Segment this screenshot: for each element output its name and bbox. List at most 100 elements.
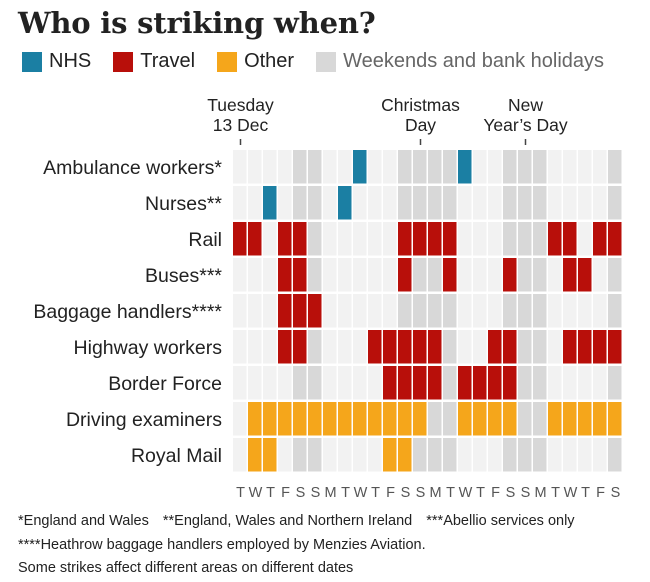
- empty-cell: [233, 186, 247, 220]
- strike-cell: [398, 438, 412, 472]
- empty-cell: [488, 438, 502, 472]
- strike-cell: [233, 222, 247, 256]
- holiday-cell: [293, 366, 307, 400]
- holiday-cell: [443, 438, 457, 472]
- strike-cell: [248, 222, 262, 256]
- strike-cell: [428, 330, 442, 364]
- holiday-cell: [308, 222, 322, 256]
- holiday-cell: [503, 150, 517, 184]
- strike-cell: [503, 402, 517, 436]
- holiday-cell: [518, 366, 532, 400]
- empty-cell: [248, 330, 262, 364]
- empty-cell: [353, 330, 367, 364]
- strike-cell: [293, 330, 307, 364]
- holiday-cell: [518, 186, 532, 220]
- empty-cell: [368, 186, 382, 220]
- empty-cell: [263, 366, 277, 400]
- legend-swatch-holidays: [316, 51, 337, 72]
- holiday-cell: [443, 294, 457, 328]
- empty-cell: [323, 186, 337, 220]
- holiday-cell: [533, 402, 547, 436]
- holiday-cell: [428, 294, 442, 328]
- strike-cell: [488, 402, 502, 436]
- holiday-cell: [503, 222, 517, 256]
- day-of-week-label: T: [371, 485, 380, 500]
- holiday-cell: [518, 438, 532, 472]
- day-of-week-label: S: [611, 485, 621, 500]
- row-label: Ambulance workers*: [43, 157, 222, 179]
- strike-cell: [608, 330, 622, 364]
- empty-cell: [593, 438, 607, 472]
- strike-cell: [563, 222, 577, 256]
- empty-cell: [578, 294, 592, 328]
- holiday-cell: [443, 366, 457, 400]
- holiday-cell: [608, 258, 622, 292]
- strike-cell: [593, 402, 607, 436]
- chart-title: Who is striking when?: [18, 6, 376, 40]
- strike-cell: [398, 258, 412, 292]
- row-label: Nurses**: [145, 193, 222, 215]
- holiday-cell: [503, 294, 517, 328]
- strike-cell: [593, 222, 607, 256]
- day-of-week-label: T: [341, 485, 350, 500]
- strike-cell: [248, 402, 262, 436]
- empty-cell: [263, 294, 277, 328]
- empty-cell: [353, 222, 367, 256]
- strike-cell: [548, 402, 562, 436]
- strike-cell: [443, 222, 457, 256]
- empty-cell: [368, 438, 382, 472]
- holiday-cell: [533, 222, 547, 256]
- empty-cell: [323, 330, 337, 364]
- empty-cell: [488, 222, 502, 256]
- holiday-cell: [518, 294, 532, 328]
- empty-cell: [563, 294, 577, 328]
- holiday-cell: [428, 258, 442, 292]
- empty-cell: [323, 222, 337, 256]
- empty-cell: [338, 294, 352, 328]
- day-of-week-label: W: [564, 485, 578, 500]
- strike-cell: [473, 366, 487, 400]
- strike-cell: [263, 186, 277, 220]
- empty-cell: [578, 186, 592, 220]
- strike-cell: [503, 330, 517, 364]
- strike-cell: [473, 402, 487, 436]
- empty-cell: [263, 258, 277, 292]
- empty-cell: [383, 258, 397, 292]
- day-of-week-label: S: [521, 485, 531, 500]
- row-label: Royal Mail: [131, 445, 222, 467]
- holiday-cell: [533, 366, 547, 400]
- holiday-cell: [533, 186, 547, 220]
- strike-cell: [308, 294, 322, 328]
- empty-cell: [323, 258, 337, 292]
- strike-cell: [563, 402, 577, 436]
- holiday-cell: [608, 438, 622, 472]
- empty-cell: [548, 294, 562, 328]
- strike-cell: [263, 402, 277, 436]
- empty-cell: [233, 366, 247, 400]
- strike-cell: [503, 366, 517, 400]
- strike-cell: [413, 402, 427, 436]
- day-of-week-label: T: [236, 485, 245, 500]
- strike-cell: [413, 366, 427, 400]
- holiday-cell: [533, 330, 547, 364]
- strike-cell: [293, 294, 307, 328]
- strike-cell: [413, 330, 427, 364]
- holiday-cell: [608, 366, 622, 400]
- empty-cell: [383, 186, 397, 220]
- strike-cell: [413, 222, 427, 256]
- holiday-cell: [293, 186, 307, 220]
- holiday-cell: [428, 186, 442, 220]
- day-of-week-label: W: [249, 485, 263, 500]
- date-annotation-label: Day: [405, 115, 436, 135]
- empty-cell: [458, 222, 472, 256]
- empty-cell: [338, 258, 352, 292]
- holiday-cell: [503, 186, 517, 220]
- empty-cell: [368, 150, 382, 184]
- empty-cell: [458, 438, 472, 472]
- empty-cell: [278, 366, 292, 400]
- holiday-cell: [428, 438, 442, 472]
- row-label: Driving examiners: [66, 409, 222, 431]
- empty-cell: [368, 294, 382, 328]
- holiday-cell: [413, 186, 427, 220]
- empty-cell: [593, 150, 607, 184]
